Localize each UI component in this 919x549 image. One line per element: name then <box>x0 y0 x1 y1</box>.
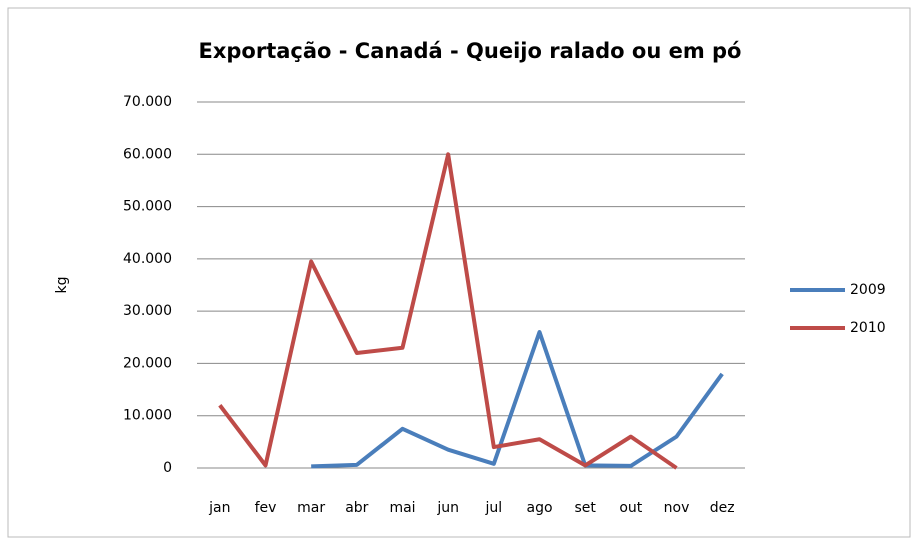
y-tick-label: 70.000 <box>123 94 172 110</box>
x-tick-label: mai <box>389 500 415 516</box>
y-tick-label: 60.000 <box>123 146 172 162</box>
legend-label: 2009 <box>850 282 886 298</box>
y-tick-label: 50.000 <box>123 199 172 215</box>
x-tick-label: ago <box>526 500 552 516</box>
chart-frame <box>7 7 911 538</box>
y-tick-label: 20.000 <box>123 355 172 371</box>
chart-title: Exportação - Canadá - Queijo ralado ou e… <box>199 39 742 63</box>
y-tick-label: 0 <box>163 460 172 476</box>
series-line <box>218 152 678 470</box>
x-tick-label: jun <box>436 500 459 516</box>
x-tick-label: mar <box>297 500 325 516</box>
y-tick-label: 40.000 <box>123 251 172 267</box>
x-tick-label: dez <box>710 500 735 516</box>
x-tick-label: jan <box>208 500 230 516</box>
x-tick-label: set <box>574 500 596 516</box>
x-tick-label: out <box>619 500 642 516</box>
x-tick-label: fev <box>255 500 277 516</box>
y-tick-label: 30.000 <box>123 303 172 319</box>
legend-label: 2010 <box>850 320 886 336</box>
x-tick-label: abr <box>345 500 368 516</box>
x-tick-label: jul <box>485 500 503 516</box>
y-tick-label: 10.000 <box>123 408 172 424</box>
x-tick-label: nov <box>664 500 690 516</box>
y-axis-label: kg <box>54 277 70 294</box>
